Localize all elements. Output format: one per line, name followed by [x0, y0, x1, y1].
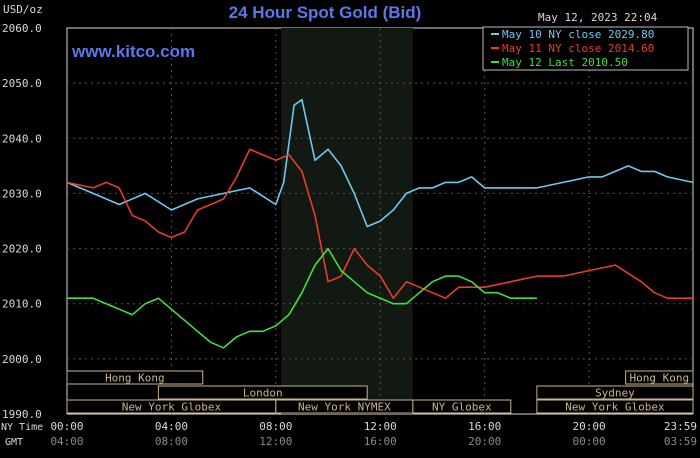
x-tick-label-ny: 23:59	[664, 420, 697, 433]
y-tick-label: 1990.0	[2, 408, 42, 421]
x-tick-label-gmt: 20:00	[468, 435, 501, 448]
session-label: Sydney	[595, 387, 635, 400]
session-label: Hong Kong	[105, 372, 165, 385]
session-label: NY Globex	[432, 401, 492, 414]
session-box	[157, 385, 368, 400]
legend-box	[482, 26, 689, 71]
y-tick-label: 2010.0	[2, 298, 42, 311]
x-tick-label-ny: 04:00	[155, 420, 188, 433]
timestamp: May 12, 2023 22:04	[538, 11, 658, 24]
nymex-session-shading	[281, 28, 413, 414]
x-tick-label-ny: 20:00	[573, 420, 606, 433]
y-tick-label: 2050.0	[2, 77, 42, 90]
session-label: London	[243, 387, 283, 400]
y-tick-label: 2000.0	[2, 353, 42, 366]
x-tick-label-gmt: 16:00	[364, 435, 397, 448]
session-box	[536, 385, 694, 400]
x-tick-label-ny: 16:00	[468, 420, 501, 433]
x-tick-label-gmt: 00:00	[573, 435, 606, 448]
watermark: www.kitco.com	[71, 42, 195, 61]
legend-entry: May 11 NY close 2014.60	[502, 42, 654, 55]
x-tick-label-ny: 12:00	[364, 420, 397, 433]
session-label: New York Globex	[122, 401, 222, 414]
x-tick-label-ny: 08:00	[259, 420, 292, 433]
session-box	[412, 399, 512, 414]
session-label: Hong Kong	[630, 372, 690, 385]
x-tick-label-gmt: 08:00	[155, 435, 188, 448]
ny-time-label: NY Time	[1, 422, 43, 433]
unit-label: USD/oz	[3, 3, 43, 16]
x-axis: 00:00 04:00 04:00 08:00 08:00 12:00 12:00 16:00…	[1, 420, 697, 448]
x-tick-label-ny: 00:00	[50, 420, 83, 433]
session-box	[66, 370, 204, 385]
y-tick-label: 2040.0	[2, 132, 42, 145]
session-label: New York NYMEX	[298, 401, 391, 414]
series-line-2	[66, 148, 693, 299]
session-box	[625, 370, 694, 385]
gmt-label: GMT	[5, 437, 23, 448]
y-tick-label: 2020.0	[2, 243, 42, 256]
y-tick-label: 2030.0	[2, 187, 42, 200]
x-tick-label-gmt: 04:00	[50, 435, 83, 448]
session-box	[536, 399, 694, 414]
series-line-3	[67, 247, 537, 349]
legend-entry: May 10 NY close 2029.80	[502, 28, 654, 41]
chart-title: 24 Hour Spot Gold (Bid)	[229, 3, 422, 22]
session-label: New York Globex	[565, 401, 665, 414]
y-tick-label: 2060.0	[2, 22, 42, 35]
x-tick-label-gmt: 12:00	[259, 435, 292, 448]
x-tick-label-gmt: 03:59	[664, 435, 697, 448]
y-axis: 2060.0 2050.0 2040.0 2030.0 2020.0 2010.0 2000…	[2, 22, 42, 421]
series-lines	[66, 98, 694, 349]
legend-entry: May 12 Last 2010.50	[502, 56, 628, 69]
